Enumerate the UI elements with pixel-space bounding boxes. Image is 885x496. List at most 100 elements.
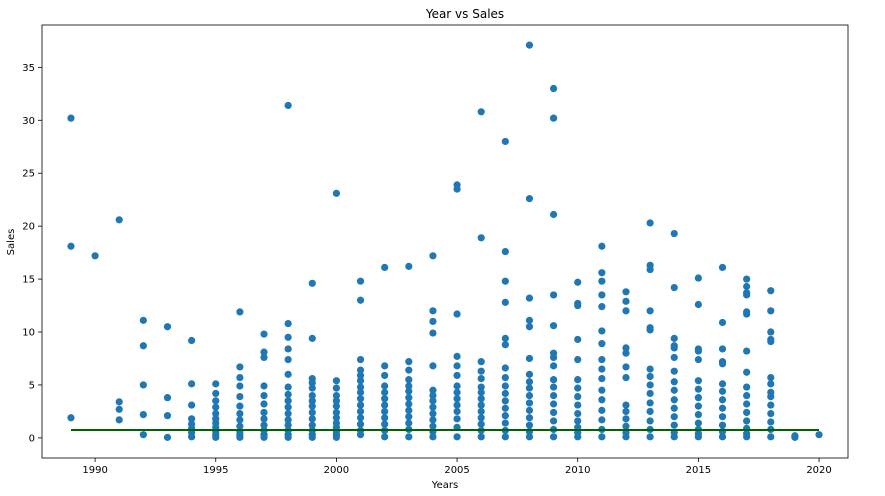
scatter-point (574, 401, 582, 409)
scatter-point (694, 274, 702, 282)
scatter-point (598, 433, 606, 441)
scatter-point (356, 371, 365, 380)
scatter-point (743, 347, 751, 355)
scatter-point (381, 382, 389, 390)
scatter-point (501, 341, 509, 349)
x-tick-label: 1990 (82, 465, 107, 476)
scatter-point (284, 333, 292, 341)
scatter-point (429, 416, 437, 424)
scatter-point (188, 415, 196, 423)
scatter-point (188, 336, 196, 345)
scatter-point (767, 287, 775, 295)
scatter-point (694, 394, 702, 402)
scatter-point (549, 433, 558, 441)
scatter-point (501, 137, 509, 146)
scatter-point (598, 277, 606, 285)
scatter-point (525, 323, 534, 331)
scatter-point (670, 396, 678, 404)
scatter-point (163, 412, 172, 420)
scatter-point (477, 395, 485, 403)
scatter-point (743, 391, 751, 400)
scatter-point (694, 410, 702, 419)
scatter-point (236, 373, 244, 382)
x-tick-label: 2015 (686, 465, 711, 476)
scatter-point (743, 310, 751, 318)
scatter-point (670, 334, 678, 342)
scatter-point (429, 252, 437, 260)
scatter-point (525, 41, 534, 49)
scatter-point (139, 381, 147, 389)
scatter-point (284, 319, 292, 328)
scatter-point (356, 277, 365, 285)
scatter-point (308, 415, 316, 423)
scatter-point (356, 407, 365, 416)
scatter-point (718, 380, 727, 388)
scatter-point (718, 318, 727, 327)
scatter-point (212, 409, 220, 418)
scatter-point (453, 352, 461, 360)
scatter-point (356, 420, 365, 428)
scatter-point (670, 283, 678, 292)
scatter-point (598, 416, 606, 424)
scatter-point (622, 288, 630, 296)
scatter-point (574, 355, 582, 364)
scatter-point (574, 384, 582, 392)
scatter-point (236, 308, 244, 316)
scatter-point (260, 348, 268, 356)
scatter-point (622, 401, 630, 409)
scatter-point (718, 433, 727, 441)
scatter-point (670, 404, 678, 412)
scatter-point (453, 388, 461, 396)
scatter-point (115, 398, 123, 406)
scatter-point (670, 229, 678, 238)
scatter-point (236, 409, 244, 418)
scatter-point (405, 433, 413, 441)
scatter-point (477, 234, 485, 242)
scatter-point (308, 433, 316, 441)
y-tick-label: 25 (22, 169, 35, 180)
scatter-point (549, 417, 558, 425)
scatter-point (574, 278, 582, 286)
scatter-point (622, 349, 630, 357)
scatter-point (501, 397, 509, 405)
y-tick-label: 10 (22, 328, 35, 339)
scatter-point (767, 433, 775, 441)
scatter-point (670, 367, 678, 375)
scatter-point (646, 372, 654, 381)
scatter-point (332, 397, 341, 405)
scatter-point (381, 388, 389, 396)
scatter-point (694, 385, 702, 393)
scatter-point (549, 210, 558, 219)
scatter-point (381, 407, 389, 416)
scatter-point (598, 340, 606, 348)
scatter-point (525, 399, 534, 407)
scatter-point (260, 400, 268, 408)
scatter-point (356, 383, 365, 391)
scatter-point (646, 219, 654, 227)
scatter-point (646, 326, 654, 334)
scatter-point (356, 355, 365, 364)
scatter-point (429, 386, 437, 394)
scatter-point (356, 395, 365, 403)
scatter-point (381, 433, 389, 441)
scatter-point (646, 381, 654, 389)
scatter-point (646, 407, 654, 416)
scatter-point (574, 409, 582, 418)
scatter-point (501, 334, 509, 342)
scatter-point (622, 407, 630, 416)
x-tick-label: 2000 (324, 465, 349, 476)
scatter-point (188, 401, 196, 409)
scatter-point (308, 402, 316, 410)
x-tick-label: 2010 (565, 465, 590, 476)
y-tick-label: 15 (22, 275, 35, 286)
scatter-point (356, 414, 365, 422)
scatter-point (429, 307, 437, 315)
scatter-point (525, 391, 534, 400)
scatter-point (308, 391, 316, 400)
scatter-point (525, 195, 534, 203)
scatter-point (574, 301, 582, 310)
scatter-point (308, 397, 316, 405)
scatter-point (743, 400, 751, 408)
scatter-point (525, 433, 534, 441)
